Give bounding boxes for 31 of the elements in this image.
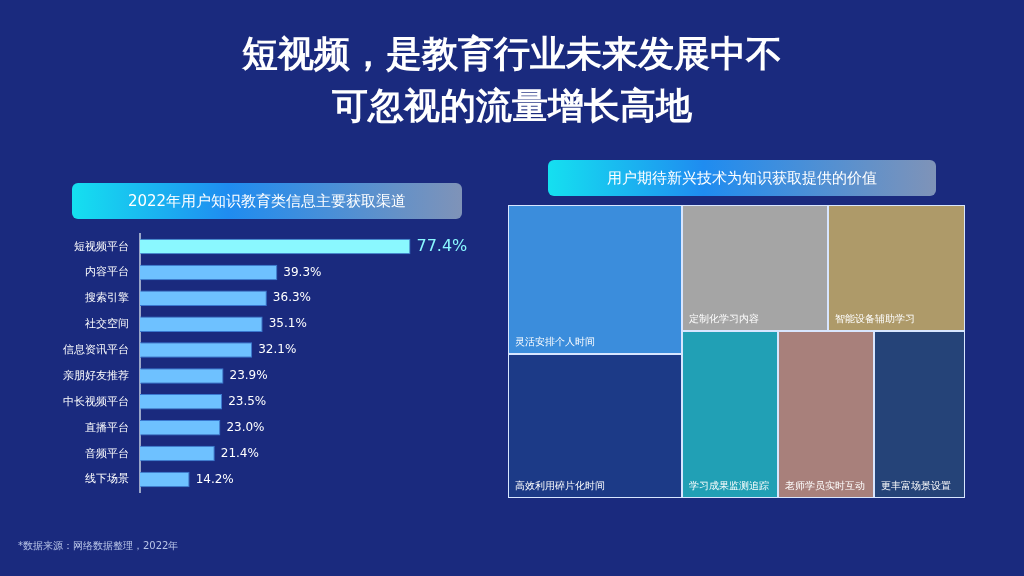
data-label: 39.3% <box>283 264 322 279</box>
category-label: 学习成果监测追踪 <box>681 330 778 498</box>
y-tick-label: 短视频平台 <box>74 239 129 252</box>
category-label: 高效利用碎片化时间 <box>508 354 682 498</box>
y-tick-label: 信息资讯平台 <box>63 343 129 356</box>
y-tick-label: 社交空间 <box>85 317 129 330</box>
data-label: 32.1% <box>258 342 297 357</box>
category-label: 更丰富场景设置 <box>873 330 965 498</box>
data-label: 77.4% <box>416 235 468 255</box>
category-label: 老师学员实时互动 <box>777 330 874 498</box>
category-label: 灵活安排个人时间 <box>508 205 682 355</box>
category-label: 智能设备辅助学习 <box>827 205 965 331</box>
y-tick-label: 音频平台 <box>85 446 129 459</box>
text: 短视频，是教育行业未来发展中不可忽视的流量增长高地 <box>242 32 782 128</box>
y-tick-label: 中长视频平台 <box>63 394 129 407</box>
data-label: 23.9% <box>229 368 268 383</box>
y-tick-label: 亲朋好友推荐 <box>63 368 129 381</box>
category-label: 定制化学习内容 <box>681 205 828 331</box>
y-tick-label: 内容平台 <box>85 265 129 278</box>
data-label: 36.3% <box>272 290 311 305</box>
y-tick-label: 直播平台 <box>85 420 129 433</box>
y-tick-label: 线下场景 <box>85 472 129 485</box>
data-label: 23.5% <box>228 393 267 408</box>
data-label: 35.1% <box>268 316 307 331</box>
data-label: 14.2% <box>195 471 234 486</box>
text: 用户期待新兴技术为知识获取提供的价值 <box>548 160 936 196</box>
text: *数据来源：网络数据整理，2022年 <box>18 539 179 553</box>
y-tick-label: 搜索引擎 <box>85 291 129 304</box>
data-label: 23.0% <box>226 419 265 434</box>
chart-subtitle: 2022年用户知识教育类信息主要获取渠道 <box>72 183 462 219</box>
data-label: 21.4% <box>220 445 259 460</box>
